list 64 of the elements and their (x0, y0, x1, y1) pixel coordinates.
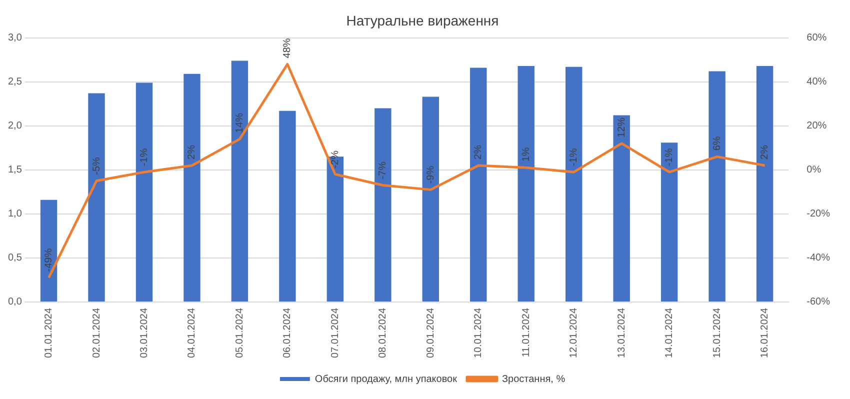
x-tick-label: 09.01.2024 (425, 308, 436, 358)
data-label: 12% (616, 117, 628, 138)
bar (565, 66, 582, 302)
y-tick-label: 2,0 (8, 120, 22, 132)
legend-label: Зростання, % (502, 374, 566, 385)
data-label: 14% (234, 112, 246, 134)
data-label: 2% (473, 144, 484, 160)
data-label: 2% (760, 144, 771, 160)
y2-tick-label: 60% (806, 32, 827, 44)
data-label: -2% (330, 150, 341, 168)
data-label: 2% (186, 144, 198, 160)
x-tick-label: 15.01.2024 (712, 308, 723, 358)
y-tick-label: 2,5 (8, 76, 22, 88)
data-label: -1% (138, 148, 150, 166)
x-tick-label: 12.01.2024 (568, 308, 580, 358)
data-label: -5% (91, 156, 102, 175)
x-tick-label: 10.01.2024 (473, 308, 484, 358)
bar (470, 68, 487, 302)
bar (184, 74, 200, 302)
bar (88, 93, 105, 302)
x-tick-label: 05.01.2024 (234, 308, 246, 358)
bar (231, 60, 248, 302)
x-tick-label: 04.01.2024 (186, 308, 198, 358)
y-tick-label: 1,5 (8, 164, 22, 176)
x-tick-label: 13.01.2024 (616, 308, 628, 358)
data-label: -1% (664, 148, 676, 166)
bar (136, 82, 153, 302)
data-label: 1% (520, 147, 532, 162)
bar (518, 66, 534, 302)
bar (40, 200, 58, 302)
y2-tick-label: 20% (806, 120, 827, 132)
y2-tick-label: -40% (806, 252, 830, 264)
x-tick-label: 02.01.2024 (91, 308, 102, 358)
y2-tick-label: -20% (806, 208, 830, 220)
data-label: -9% (425, 166, 436, 184)
y2-tick-label: 40% (806, 76, 827, 88)
data-label: -1% (568, 148, 580, 166)
chart-title: Натуральне вираження (346, 12, 499, 28)
y-tick-label: 1,0 (8, 208, 22, 220)
y-tick-label: 3,0 (8, 32, 22, 44)
y2-tick-label: 0% (806, 164, 822, 176)
bar (756, 66, 774, 302)
y-tick-label: 0,5 (8, 252, 22, 264)
data-label: 6% (712, 136, 723, 151)
y-tick-label: 0,0 (8, 296, 22, 308)
x-tick-label: 01.01.2024 (44, 308, 55, 358)
x-tick-label: 08.01.2024 (378, 308, 389, 358)
bar (708, 71, 726, 302)
data-label: 48% (282, 38, 294, 58)
x-tick-label: 06.01.2024 (282, 308, 294, 358)
bar (279, 110, 296, 302)
x-tick-label: 07.01.2024 (330, 308, 341, 358)
x-tick-label: 03.01.2024 (138, 308, 150, 358)
bar (422, 96, 439, 302)
bar (660, 142, 678, 302)
x-tick-label: 16.01.2024 (760, 308, 771, 358)
y2-tick-label: -60% (806, 296, 830, 308)
bar (374, 108, 392, 302)
x-tick-label: 14.01.2024 (664, 308, 676, 358)
data-label: -7% (378, 161, 389, 180)
bar (613, 115, 630, 302)
x-tick-label: 11.01.2024 (520, 308, 532, 358)
legend-label: Обсяги продажу, млн упаковок (314, 374, 458, 385)
data-label: -49% (44, 248, 55, 272)
